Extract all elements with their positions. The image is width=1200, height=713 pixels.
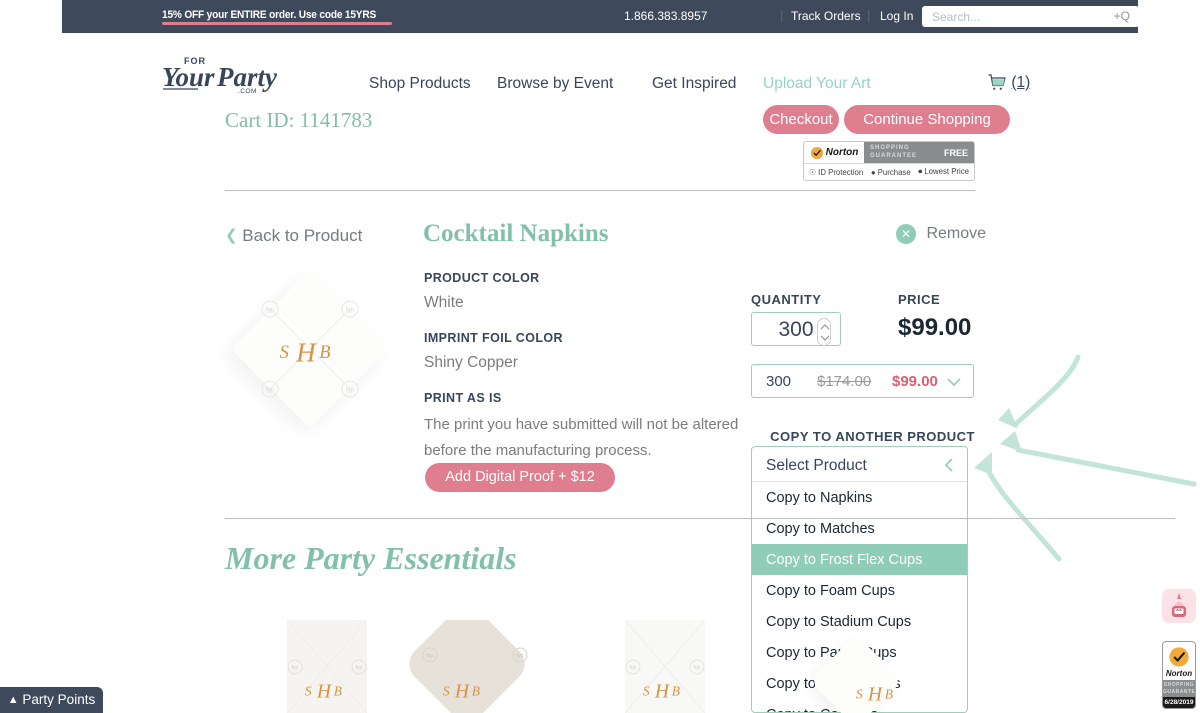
svg-text:H: H: [454, 681, 471, 703]
svg-text:H: H: [316, 681, 333, 703]
svg-text:fyp: fyp: [630, 665, 637, 671]
svg-text:B: B: [672, 683, 680, 698]
svg-text:fyp: fyp: [427, 653, 434, 659]
svg-text:H: H: [867, 684, 884, 706]
svg-text:B: B: [334, 683, 342, 698]
svg-text:S: S: [305, 683, 312, 698]
svg-text:S: S: [443, 683, 450, 698]
svg-text:fyp: fyp: [292, 665, 299, 671]
svg-text:fyp: fyp: [694, 665, 701, 671]
svg-text:B: B: [885, 686, 893, 701]
svg-text:fyp: fyp: [517, 653, 524, 659]
svg-text:S: S: [643, 683, 650, 698]
svg-text:fyp: fyp: [356, 665, 363, 671]
svg-text:S: S: [856, 686, 863, 701]
svg-text:H: H: [654, 681, 671, 703]
svg-text:B: B: [472, 683, 480, 698]
